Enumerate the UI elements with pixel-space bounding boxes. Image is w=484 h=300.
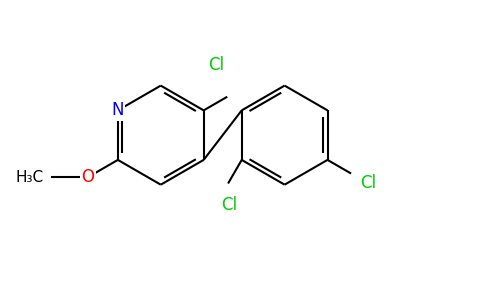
Text: Cl: Cl <box>222 196 238 214</box>
Text: Cl: Cl <box>208 56 224 74</box>
Text: N: N <box>112 101 124 119</box>
Text: Cl: Cl <box>360 174 377 192</box>
Text: O: O <box>81 168 94 186</box>
Text: H₃C: H₃C <box>15 170 43 185</box>
